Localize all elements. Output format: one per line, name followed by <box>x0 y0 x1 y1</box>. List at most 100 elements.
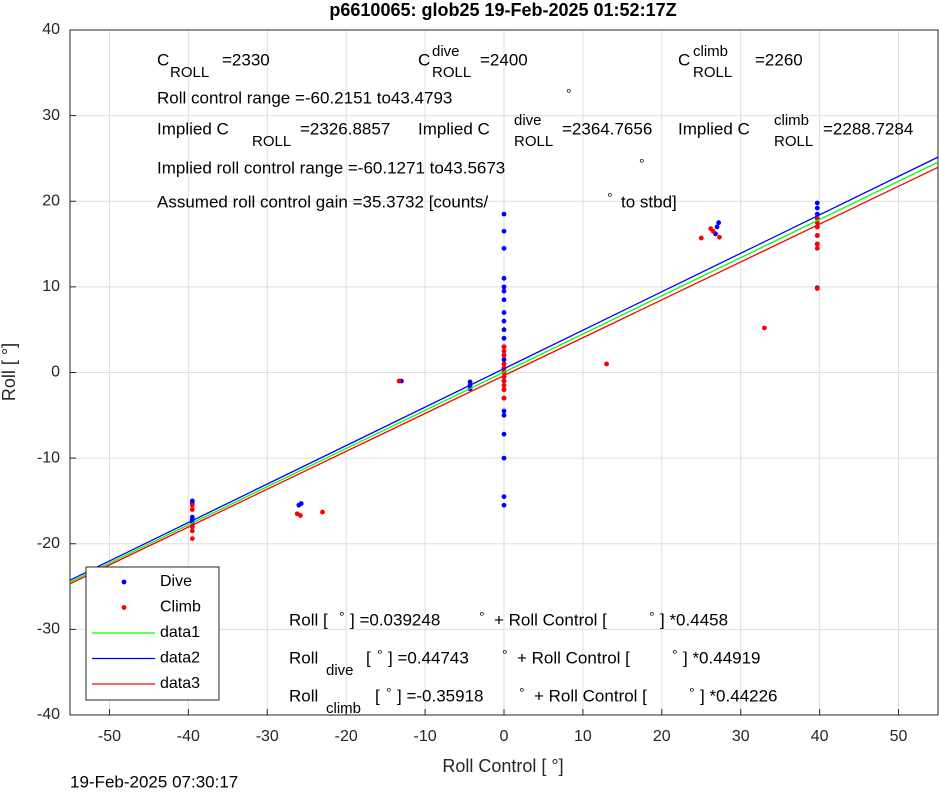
y-tick-label: -10 <box>37 449 60 466</box>
y-axis-label: Roll [ °] <box>0 343 19 401</box>
annotation: Implied C <box>157 119 229 138</box>
point <box>501 455 507 461</box>
point <box>501 275 507 281</box>
fit-line <box>69 156 939 581</box>
point <box>501 431 507 437</box>
annotation: Implied roll control range =-60.1271 to4… <box>157 158 505 177</box>
point <box>814 241 820 247</box>
fit-line <box>69 161 939 583</box>
y-tick-label: -40 <box>37 706 60 723</box>
annotation: ROLL <box>774 133 813 150</box>
x-tick-label: 20 <box>653 728 671 745</box>
annotation: ] *0.4458 <box>660 610 728 629</box>
point <box>501 228 507 234</box>
point <box>708 226 714 232</box>
annotation: Roll [ <box>289 610 328 629</box>
annotation: Roll <box>289 648 318 667</box>
point <box>189 507 195 512</box>
annotation: ROLL <box>170 64 209 81</box>
annotation: ° <box>479 609 485 625</box>
annotation: + Roll Control [ <box>534 686 647 705</box>
point <box>396 378 402 384</box>
annotation: ° <box>672 647 678 663</box>
y-tick-label: 0 <box>51 364 60 381</box>
annotation: =2400 <box>480 50 528 69</box>
annotation: =2288.7284 <box>823 119 913 138</box>
annotation: Assumed roll control gain =35.3732 [coun… <box>157 192 489 211</box>
point <box>717 234 722 240</box>
annotation: ] *0.44226 <box>700 686 778 705</box>
point <box>714 224 720 230</box>
annotation: ] =0.44743 <box>388 648 469 667</box>
annotation: Implied C <box>418 119 490 138</box>
point <box>814 286 820 291</box>
annotation: ] =0.039248 <box>350 610 440 629</box>
annotation: Implied C <box>678 119 750 138</box>
annotation: climb <box>326 700 361 717</box>
point <box>501 352 507 358</box>
annotation: climb <box>693 43 728 60</box>
point <box>501 387 507 393</box>
legend-label: data2 <box>160 650 200 667</box>
annotation: =2330 <box>222 50 270 69</box>
annotation: ° <box>649 609 655 625</box>
point <box>501 310 507 315</box>
point <box>501 378 507 384</box>
point <box>604 361 609 367</box>
x-tick-label: 0 <box>500 728 509 745</box>
annotation: Roll control range =-60.2151 to43.4793 <box>157 88 452 107</box>
point <box>501 344 507 350</box>
legend-marker <box>121 579 127 585</box>
point <box>501 297 507 303</box>
point <box>501 284 507 290</box>
point <box>501 408 507 414</box>
annotation: ° <box>566 86 572 102</box>
annotation: ° <box>607 190 613 206</box>
annotation: C <box>418 50 430 69</box>
y-tick-label: -20 <box>37 535 60 552</box>
annotation: ° <box>639 156 645 172</box>
point <box>467 379 473 385</box>
point <box>814 200 820 206</box>
annotation: ° <box>519 685 525 701</box>
point <box>501 395 507 401</box>
plot-frame <box>69 29 939 716</box>
x-tick-label: -30 <box>256 728 279 745</box>
point <box>716 220 722 226</box>
annotation: =2364.7656 <box>562 119 652 138</box>
annotation: ° <box>339 609 345 625</box>
point <box>298 513 303 518</box>
point <box>698 235 704 241</box>
timestamp: 19-Feb-2025 07:30:17 <box>70 772 238 791</box>
annotation: ° <box>502 647 508 663</box>
annotation: to stbd] <box>621 192 677 211</box>
legend-marker <box>121 605 127 610</box>
legend-label: Climb <box>160 599 201 616</box>
x-tick-label: 40 <box>811 728 829 745</box>
x-tick-label: -20 <box>335 728 358 745</box>
point <box>501 382 507 388</box>
point <box>814 233 820 238</box>
annotation: C <box>678 50 690 69</box>
annotation: ° <box>377 647 383 663</box>
annotation: dive <box>514 112 542 129</box>
annotation: ° <box>386 685 392 701</box>
point <box>501 502 507 508</box>
annotation: C <box>157 50 169 69</box>
annotation: [ <box>375 686 380 705</box>
annotation: dive <box>326 662 354 679</box>
y-tick-label: -30 <box>37 621 60 638</box>
annotation: ROLL <box>432 64 471 81</box>
annotation: ROLL <box>693 64 732 81</box>
annotation: ROLL <box>514 133 553 150</box>
legend-label: Dive <box>160 573 192 590</box>
point <box>501 361 507 367</box>
y-tick-label: 20 <box>42 192 60 209</box>
legend-label: data1 <box>160 624 200 641</box>
annotation: + Roll Control [ <box>494 610 607 629</box>
annotation: =2260 <box>755 50 803 69</box>
annotation: Roll <box>289 686 318 705</box>
x-tick-label: -40 <box>177 728 200 745</box>
y-tick-label: 10 <box>42 278 60 295</box>
